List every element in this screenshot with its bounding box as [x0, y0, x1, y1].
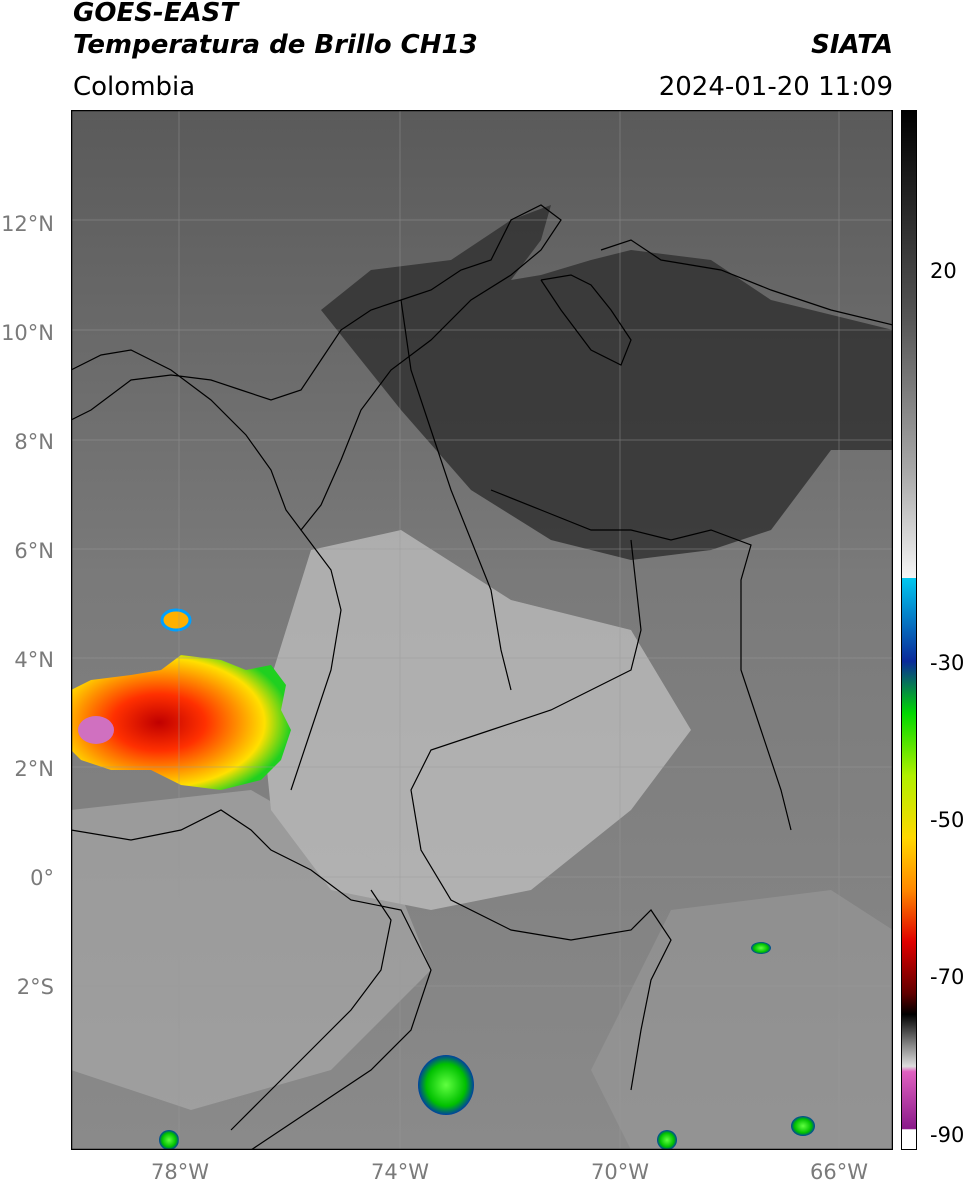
map-frame — [71, 110, 893, 1150]
storm-core — [78, 716, 114, 744]
colorbar-label-m30: -30 — [930, 651, 965, 675]
lon-label-66w: 66°W — [810, 1160, 868, 1184]
title-product: Temperatura de Brillo CH13 — [73, 30, 478, 60]
lat-label-10n: 10°N — [1, 321, 54, 345]
lat-label-8n: 8°N — [14, 430, 54, 454]
lat-label-0: 0° — [30, 866, 54, 890]
storm-cell-amazon — [418, 1055, 474, 1115]
cloud-region-central — [261, 530, 691, 910]
storm-cell-southwest — [159, 1130, 179, 1150]
lat-label-12n: 12°N — [1, 212, 54, 236]
convective-storm-pacific — [71, 655, 291, 790]
colorbar-label-m70: -70 — [930, 965, 965, 989]
lat-label-2n: 2°N — [14, 757, 54, 781]
title-satellite: GOES-EAST — [73, 0, 239, 28]
region-label: Colombia — [73, 72, 196, 102]
lat-label-4n: 4°N — [14, 648, 54, 672]
storm-cell-south — [657, 1130, 677, 1150]
lat-label-6n: 6°N — [14, 539, 54, 563]
lat-label-2s: 2°S — [16, 975, 54, 999]
datetime-label: 2024-01-20 11:09 — [658, 72, 893, 102]
lon-label-78w: 78°W — [151, 1160, 209, 1184]
storm-cell-north — [160, 608, 192, 632]
lon-label-74w: 74°W — [371, 1160, 429, 1184]
satellite-map — [71, 110, 893, 1150]
colorbar-label-m90: -90 — [930, 1123, 965, 1147]
agency-label: SIATA — [811, 30, 893, 60]
dark-region-north — [321, 205, 893, 560]
borders — [71, 204, 893, 1150]
cloud-region-southeast — [591, 890, 893, 1150]
colorbar-scale — [901, 110, 917, 1150]
colorbar — [901, 110, 917, 1150]
cloud-region-south — [71, 790, 431, 1110]
graticule — [71, 110, 893, 1150]
colorbar-label-20: 20 — [930, 259, 957, 283]
lon-label-70w: 70°W — [591, 1160, 649, 1184]
colorbar-label-m50: -50 — [930, 808, 965, 832]
storm-cell-east — [791, 1116, 815, 1136]
storm-cell-northeast — [751, 942, 771, 954]
